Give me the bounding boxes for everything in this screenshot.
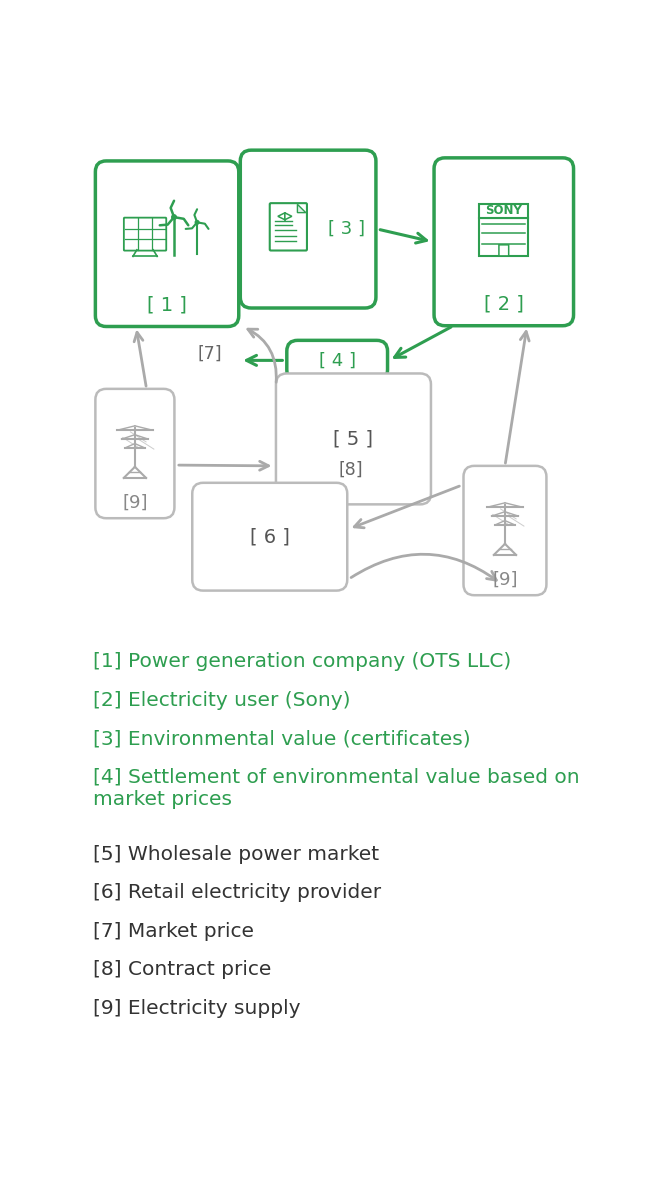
FancyBboxPatch shape [95, 389, 174, 518]
Text: [ 5 ]: [ 5 ] [334, 430, 373, 449]
Text: [8] Contract price: [8] Contract price [93, 960, 271, 979]
FancyBboxPatch shape [276, 373, 431, 504]
Text: [ 2 ]: [ 2 ] [484, 295, 524, 313]
Text: [5] Wholesale power market: [5] Wholesale power market [93, 845, 379, 864]
Text: [1] Power generation company (OTS LLC): [1] Power generation company (OTS LLC) [93, 653, 511, 671]
Text: [ 6 ]: [ 6 ] [250, 527, 289, 546]
Circle shape [195, 221, 199, 224]
Text: [7]: [7] [198, 344, 222, 362]
Polygon shape [297, 204, 306, 212]
FancyBboxPatch shape [192, 482, 347, 590]
Text: [6] Retail electricity provider: [6] Retail electricity provider [93, 883, 381, 902]
Text: [ 1 ]: [ 1 ] [147, 295, 187, 314]
Text: [ 4 ]: [ 4 ] [319, 352, 356, 370]
Text: [7] Market price: [7] Market price [93, 922, 254, 941]
Polygon shape [480, 204, 528, 218]
Polygon shape [285, 212, 292, 220]
FancyBboxPatch shape [464, 466, 547, 595]
FancyBboxPatch shape [499, 245, 509, 256]
Text: [3] Environmental value (certificates): [3] Environmental value (certificates) [93, 730, 470, 749]
FancyBboxPatch shape [434, 158, 574, 325]
Text: [4] Settlement of environmental value based on
market prices: [4] Settlement of environmental value ba… [93, 768, 580, 809]
Circle shape [172, 215, 176, 220]
Text: [2] Electricity user (Sony): [2] Electricity user (Sony) [93, 691, 350, 709]
Text: [ 3 ]: [ 3 ] [328, 220, 365, 238]
Polygon shape [480, 218, 528, 256]
FancyBboxPatch shape [287, 341, 387, 380]
Polygon shape [278, 212, 285, 220]
FancyBboxPatch shape [241, 150, 376, 308]
Text: SONY: SONY [485, 204, 522, 217]
Text: [9] Electricity supply: [9] Electricity supply [93, 998, 301, 1018]
Text: [9]: [9] [492, 571, 518, 589]
FancyBboxPatch shape [124, 217, 166, 251]
Text: [8]: [8] [339, 461, 363, 479]
FancyBboxPatch shape [95, 161, 239, 326]
Text: [9]: [9] [122, 494, 147, 512]
FancyBboxPatch shape [270, 203, 307, 251]
